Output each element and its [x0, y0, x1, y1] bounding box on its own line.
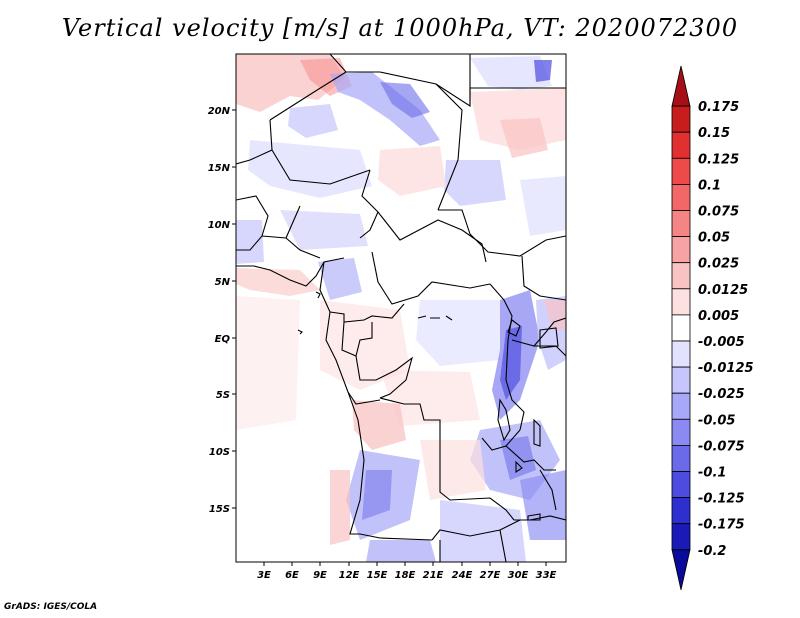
- colorbar-level-label: 0.175: [698, 100, 739, 115]
- colorbar-level-label: -0.125: [698, 492, 745, 507]
- colorbar-level-label: -0.0125: [698, 361, 754, 376]
- colorbar-level-label: 0.0125: [698, 283, 748, 298]
- colorbar-level-label: -0.2: [698, 544, 726, 559]
- colorbar-swatch: [671, 157, 691, 185]
- lon-tick-label: 15E: [367, 570, 388, 581]
- lat-tick-label: 5S: [216, 390, 230, 401]
- lon-tick-label: 30E: [508, 570, 529, 581]
- colorbar-arrow-top: [671, 65, 691, 107]
- colorbar-level-label: -0.025: [698, 387, 745, 402]
- colorbar-level-label: -0.05: [698, 413, 735, 428]
- lon-tick-label: 3E: [257, 570, 271, 581]
- lon-tick-label: 18E: [395, 570, 416, 581]
- colorbar-arrow-bottom: [671, 549, 691, 590]
- lon-tick-label: 6E: [285, 570, 299, 581]
- colorbar-swatch: [671, 183, 691, 211]
- colorbar-level-label: 0.05: [698, 231, 730, 246]
- map-plot-area: [235, 53, 567, 563]
- colorbar-level-label: 0.15: [698, 126, 730, 141]
- lon-tick-label: 33E: [536, 570, 557, 581]
- colorbar-swatch: [671, 418, 691, 446]
- map-title: Vertical velocity [m/s] at 1000hPa, VT: …: [61, 14, 739, 42]
- lon-tick-label: 9E: [313, 570, 327, 581]
- latitude-axis: 20N 15N 10N 5N EQ 5S 10S 15S: [208, 106, 236, 515]
- grads-credit: GrADS: IGES/COLA: [4, 602, 98, 612]
- colorbar-swatch: [671, 236, 691, 264]
- colorbar-level-label: 0.005: [698, 309, 739, 324]
- colorbar-swatch: [671, 314, 691, 342]
- colorbar-swatch: [671, 105, 691, 133]
- lat-tick-label: 5N: [215, 277, 231, 288]
- map-frame: [235, 53, 567, 563]
- lat-tick-label: 15N: [208, 163, 231, 174]
- lon-tick-label: 21E: [423, 570, 444, 581]
- longitude-axis: 3E 6E 9E 12E 15E 18E 21E 24E 27E 30E 33E: [257, 562, 557, 581]
- lon-tick-label: 27E: [480, 570, 501, 581]
- colorbar-swatch: [671, 444, 691, 472]
- colorbar-swatch: [671, 131, 691, 159]
- colorbar-level-label: 0.025: [698, 257, 739, 272]
- lat-tick-label: 20N: [208, 106, 231, 117]
- lat-tick-label: 15S: [209, 504, 230, 515]
- colorbar-level-label: -0.075: [698, 439, 745, 454]
- lat-tick-label: 10N: [208, 220, 231, 231]
- colorbar-swatch: [671, 210, 691, 238]
- colorbar-swatch: [671, 392, 691, 420]
- lat-tick-label: EQ: [215, 334, 231, 345]
- colorbar-swatch: [671, 262, 691, 290]
- colorbar-swatch: [671, 471, 691, 499]
- colorbar-level-label: 0.125: [698, 152, 739, 167]
- colorbar-swatch: [671, 366, 691, 394]
- colorbar: 0.175 0.15 0.125 0.1 0.075 0.05 0.025 0.0125 0.0…: [671, 65, 754, 590]
- lat-tick-label: 10S: [209, 447, 230, 458]
- colorbar-swatch: [671, 497, 691, 525]
- colorbar-swatch: [671, 288, 691, 316]
- country-borders: [236, 54, 566, 562]
- colorbar-level-label: -0.005: [698, 335, 745, 350]
- colorbar-level-label: 0.1: [698, 178, 721, 193]
- lon-tick-label: 24E: [452, 570, 473, 581]
- colorbar-level-label: 0.075: [698, 205, 739, 220]
- colorbar-level-label: -0.1: [698, 466, 726, 481]
- colorbar-swatch: [671, 523, 691, 551]
- colorbar-level-label: -0.175: [698, 518, 745, 533]
- velocity-shading: [236, 54, 566, 562]
- colorbar-swatch: [671, 340, 691, 368]
- lon-tick-label: 12E: [339, 570, 360, 581]
